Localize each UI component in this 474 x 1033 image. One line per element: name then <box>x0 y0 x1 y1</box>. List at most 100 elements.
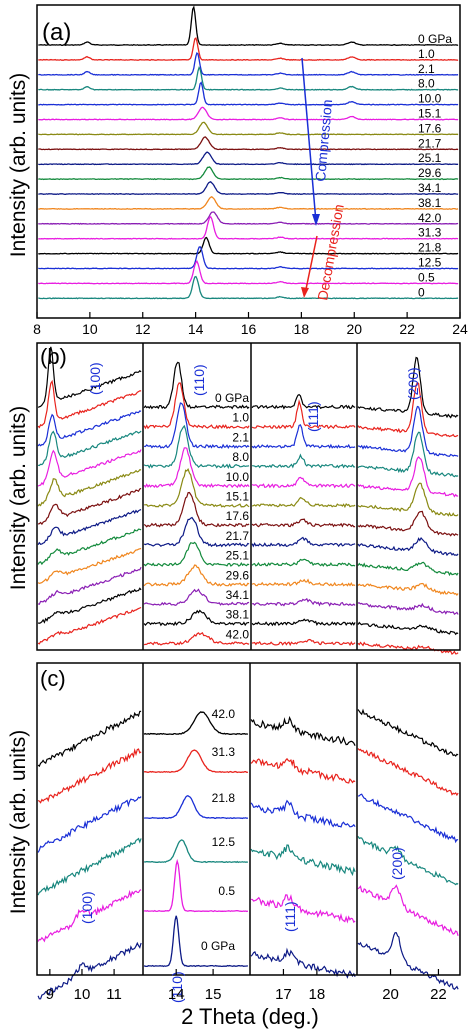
panel-a-series-line <box>38 259 459 285</box>
panel-c-series-line <box>250 799 356 828</box>
panel-a-series-label: 21.8 <box>418 241 442 255</box>
panel-b-frame <box>36 342 461 651</box>
panel-b-series-line <box>143 541 250 567</box>
panel-a-series-label: 8.0 <box>418 77 435 91</box>
panel-b-series-label: 29.6 <box>226 568 250 582</box>
panel-a-series-line <box>38 66 459 91</box>
compression-arrow <box>301 57 317 223</box>
panel-c-series-line <box>144 749 248 774</box>
panel-b-series-line <box>144 631 250 646</box>
panel-a-series-label: 25.1 <box>418 151 442 165</box>
panel-c-series-line <box>37 747 142 804</box>
panel-a-tick-label: 22 <box>399 321 415 337</box>
curves-layer <box>37 5 459 1000</box>
panel-c-series-line <box>357 884 459 936</box>
compression-label: Compression <box>312 99 335 183</box>
panel-a-series-label: 29.6 <box>418 166 442 180</box>
panel-a-tick-label: 14 <box>188 321 204 337</box>
panel-a-series-line <box>38 151 459 166</box>
panel-b-series-line <box>37 606 142 645</box>
panel-b-label-111: (111) <box>305 401 321 432</box>
panel-b-series-line <box>251 558 356 567</box>
panel-a-series-label: 0 <box>418 285 425 299</box>
panel-a-series-label: 38.1 <box>418 196 442 210</box>
panel-a-series-label: 1.0 <box>418 47 435 61</box>
panel-b-series-line <box>37 528 142 566</box>
panel-a-series-line <box>38 81 459 106</box>
decompression-arrow <box>304 235 318 295</box>
panel-c-series-line <box>143 858 249 913</box>
panel-b-series-line <box>37 449 142 487</box>
panel-b-series-line <box>37 566 142 605</box>
panel-a-series-line <box>38 51 459 76</box>
panel-c-series-line <box>37 710 142 768</box>
panel-b-series-line <box>357 561 459 577</box>
panel-c-label-200: (200) <box>389 847 405 880</box>
panel-b-series-label: 17.6 <box>226 509 250 523</box>
panel-b-series-line <box>357 431 459 478</box>
panel-a-series-label: 0 GPa <box>418 32 452 46</box>
panel-c-series-line <box>37 889 142 943</box>
panel-b-series-line <box>357 621 459 636</box>
panel-c-tick-label: 9 <box>46 986 54 1003</box>
panel-b-series-line <box>251 518 356 528</box>
panel-b-series-line <box>252 453 356 469</box>
panel-a-series-label: 12.5 <box>418 256 442 270</box>
panel-c-tick-label: 14 <box>168 986 185 1003</box>
panel-c-series-line <box>250 757 356 784</box>
panel-a-series-line <box>38 236 459 255</box>
panel-b-label-200: (200) <box>405 367 421 400</box>
panel-c-tick-label: 10 <box>74 986 91 1003</box>
panel-c-label-100: (100) <box>79 891 95 924</box>
panel-b-series-line <box>357 405 459 457</box>
panel-c-ylabel: Intensity (arb. units) <box>7 730 30 914</box>
panel-c-series-line <box>357 748 459 797</box>
panel-a-ylabel: Intensity (arb. units) <box>7 73 30 257</box>
panel-c-series-label: 21.8 <box>212 791 236 805</box>
panel-b-series-line <box>251 578 356 587</box>
panel-b-series-line <box>251 424 356 449</box>
panel-b-series-line <box>357 356 459 419</box>
panel-a-tick-label: 20 <box>346 321 362 337</box>
panel-a-series-label: 0.5 <box>418 270 435 284</box>
panel-b-series-line <box>251 399 356 430</box>
panel-a-series-line <box>38 211 459 225</box>
panel-c-label-110: (110) <box>169 971 185 1003</box>
panel-b-series-line <box>143 491 250 528</box>
panel-c-x-ticks: 9 10 11 14 15 17 18 20 22 <box>46 969 447 1003</box>
panel-a-series-line <box>38 246 459 270</box>
panel-b-series-line <box>251 536 356 548</box>
panel-b-label: (b) <box>40 344 67 369</box>
panel-b-series-label: 1.0 <box>232 411 249 425</box>
panel-b-series-line <box>37 410 142 447</box>
panel-b-series-line <box>37 487 142 526</box>
panel-c-tick-label: 17 <box>275 986 292 1003</box>
panel-b-series-label: 10.0 <box>226 470 250 484</box>
panel-a-series-label: 2.1 <box>418 62 435 76</box>
panel-b-label-100: (100) <box>87 362 103 395</box>
panel-b-series-line <box>143 588 250 606</box>
panel-b-series-line <box>357 641 459 656</box>
decompression-label: Decompression <box>314 203 347 302</box>
panel-a-series-label: 10.0 <box>418 92 442 106</box>
panel-a-series-label: 42.0 <box>418 211 442 225</box>
panel-b-series-line <box>143 361 250 410</box>
panel-a-series-label: 31.3 <box>418 226 442 240</box>
panel-c-series-line <box>144 794 248 820</box>
panel-b-series-line <box>38 587 142 624</box>
panel-b-series-line <box>357 602 459 616</box>
panel-b-series-label: 38.1 <box>226 608 250 622</box>
panel-c-series-line <box>357 835 459 886</box>
panel-c-series-line <box>37 837 142 896</box>
panel-b-series-line <box>144 467 250 508</box>
panel-c-label: (c) <box>40 666 66 691</box>
panel-b-series-line <box>143 447 250 489</box>
panel-b-series-line <box>252 638 356 647</box>
panel-c-series-line <box>250 715 356 746</box>
panel-a-series-line <box>38 36 459 61</box>
panel-b-series-line <box>357 456 459 498</box>
panel-b-series-line <box>357 482 459 517</box>
panel-c-tick-label: 15 <box>205 986 222 1003</box>
panel-a-tick-label: 18 <box>294 321 310 337</box>
panel-b-series-label: 15.1 <box>226 490 250 504</box>
